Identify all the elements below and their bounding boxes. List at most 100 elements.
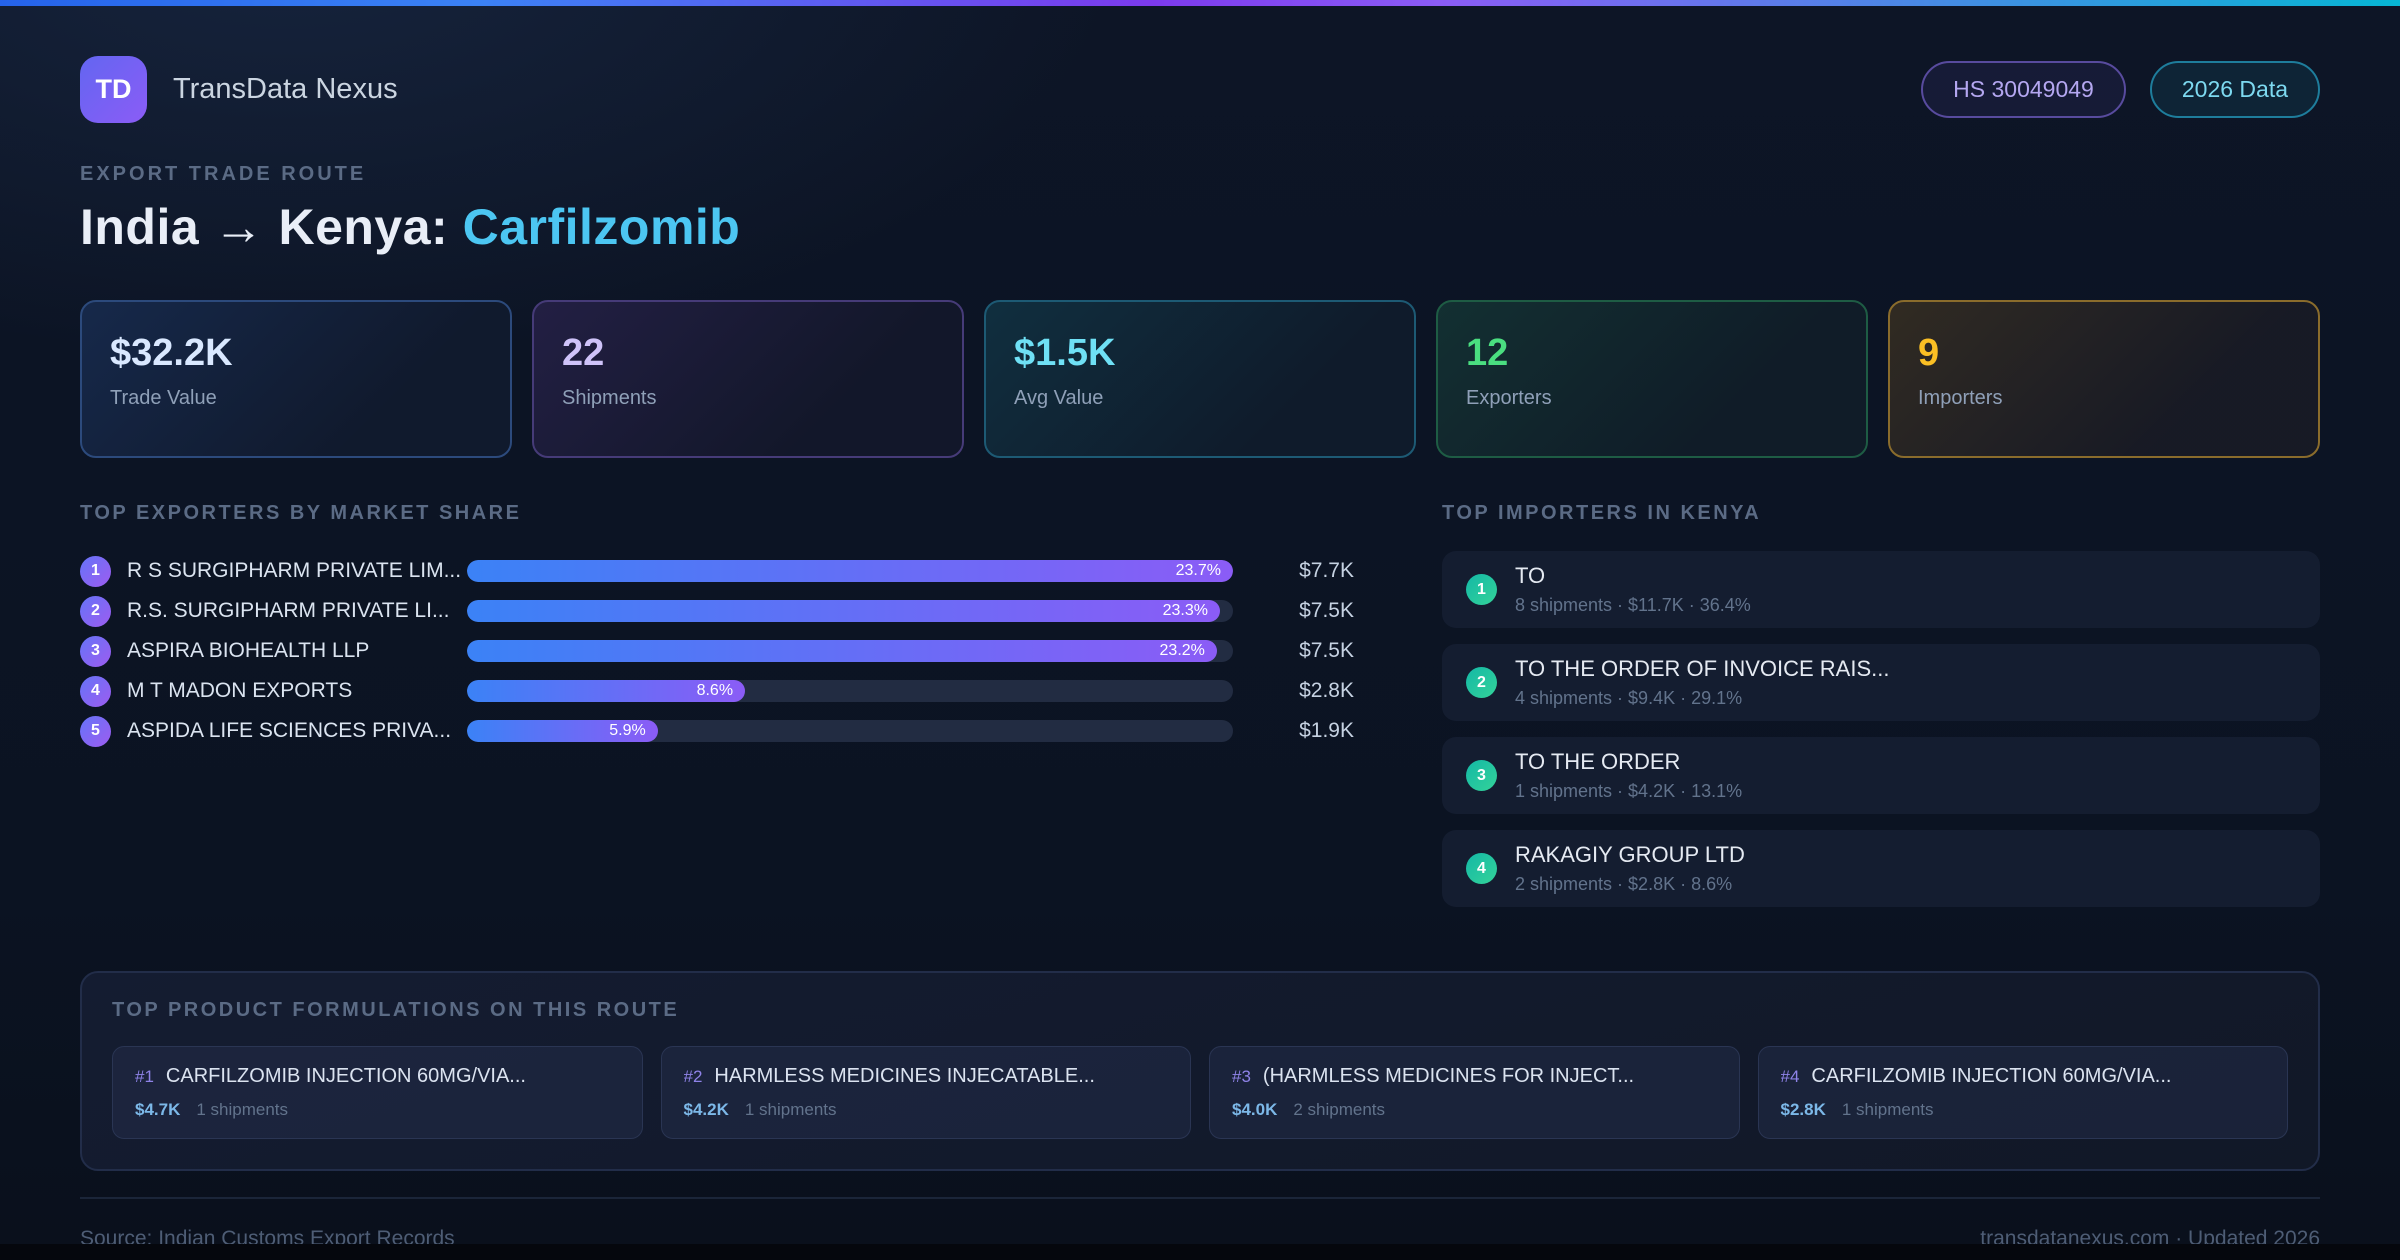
stat-label: Exporters (1466, 387, 1552, 409)
stat-label: Avg Value (1014, 387, 1104, 409)
title-route: India → Kenya: (80, 199, 449, 255)
product-value: $4.2K (683, 1100, 729, 1119)
market-share-fill: 8.6% (467, 680, 746, 702)
data-year-badge[interactable]: 2026 Data (2149, 61, 2320, 118)
product-rank: #1 (135, 1067, 154, 1086)
stat-card-importers: 9 Importers (1888, 300, 2320, 458)
stat-value: 12 (1466, 332, 1509, 374)
dashboard-page: TD TransData Nexus HS 30049049 2026 Data… (0, 56, 2400, 1251)
importer-meta: 2 shipments · $2.8K · 8.6% (1515, 874, 1733, 894)
exporter-row[interactable]: 1 R S SURGIPHARM PRIVATE LIM... 23.7% $7… (80, 551, 1354, 591)
market-share-fill: 23.7% (467, 560, 1233, 582)
product-card[interactable]: #1 CARFILZOMIB INJECTION 60MG/VIA... $4.7… (112, 1046, 643, 1139)
stat-value: $1.5K (1014, 332, 1116, 374)
importer-card[interactable]: 2 TO THE ORDER OF INVOICE RAIS... 4 ship… (1442, 644, 2320, 721)
stat-value: $32.2K (110, 332, 233, 374)
product-title: #2 HARMLESS MEDICINES INJECATABLE... (684, 1065, 1169, 1088)
market-share-bar: 8.6% (467, 680, 1233, 702)
importer-meta: 4 shipments · $9.4K · 29.1% (1515, 688, 1743, 708)
importer-name: TO (1515, 563, 1546, 588)
stat-label: Importers (1918, 387, 2003, 409)
exporters-panel: TOP EXPORTERS BY MARKET SHARE 1 R S SURG… (80, 502, 1354, 751)
market-share-bar: 23.2% (467, 640, 1233, 662)
product-name: HARMLESS MEDICINES INJECATABLE... (714, 1065, 1095, 1087)
market-share-percent: 8.6% (696, 682, 734, 699)
product-value: $2.8K (1780, 1100, 1826, 1119)
eyebrow-label: EXPORT TRADE ROUTE (80, 163, 367, 185)
header-badges: HS 30049049 2026 Data (1921, 61, 2320, 118)
stat-card-exporters: 12 Exporters (1436, 300, 1868, 458)
product-title: #4 CARFILZOMIB INJECTION 60MG/VIA... (1781, 1065, 2266, 1088)
stat-value: 22 (562, 332, 605, 374)
importer-name: RAKAGIY GROUP LTD (1515, 842, 1745, 867)
product-card[interactable]: #4 CARFILZOMIB INJECTION 60MG/VIA... $2.8… (1757, 1046, 2288, 1139)
exporter-name: R.S. SURGIPHARM PRIVATE LI... (127, 599, 450, 622)
market-share-bar: 23.7% (467, 560, 1233, 582)
rank-badge: 5 (80, 715, 111, 747)
product-value: $4.7K (135, 1100, 181, 1119)
accent-topbar (0, 0, 2400, 6)
importer-card[interactable]: 4 RAKAGIY GROUP LTD 2 shipments · $2.8K … (1442, 830, 2320, 907)
exporter-name: ASPIDA LIFE SCIENCES PRIVA... (127, 719, 452, 742)
importers-heading: TOP IMPORTERS IN KENYA (1442, 502, 1762, 524)
market-share-bar: 5.9% (467, 720, 1233, 742)
product-meta: 2 shipments (1293, 1100, 1386, 1119)
product-name: CARFILZOMIB INJECTION 60MG/VIA... (1811, 1065, 2172, 1087)
product-name: (HARMLESS MEDICINES FOR INJECT... (1262, 1065, 1635, 1087)
exporter-row[interactable]: 4 M T MADON EXPORTS 8.6% $2.8K (80, 671, 1354, 711)
product-rank: #3 (1232, 1067, 1251, 1086)
importer-meta: 1 shipments · $4.2K · 13.1% (1515, 781, 1743, 801)
products-panel: TOP PRODUCT FORMULATIONS ON THIS ROUTE #… (80, 971, 2320, 1171)
app-name: TransData Nexus (173, 73, 398, 105)
stat-card-avg-value: $1.5K Avg Value (984, 300, 1416, 458)
stat-value: 9 (1918, 332, 1940, 374)
market-share-fill: 23.3% (467, 600, 1220, 622)
stat-label: Shipments (562, 387, 657, 409)
exporter-row[interactable]: 3 ASPIRA BIOHEALTH LLP 23.2% $7.5K (80, 631, 1354, 671)
exporter-row[interactable]: 2 R.S. SURGIPHARM PRIVATE LI... 23.3% $7… (80, 591, 1354, 631)
market-share-percent: 23.2% (1159, 642, 1205, 659)
product-rank: #4 (1780, 1067, 1800, 1086)
product-stats: $4.2K 1 shipments (684, 1100, 1169, 1120)
product-value: $4.0K (1232, 1100, 1278, 1119)
market-share-bar: 23.3% (467, 600, 1233, 622)
product-title: #1 CARFILZOMIB INJECTION 60MG/VIA... (135, 1065, 620, 1088)
product-stats: $4.0K 2 shipments (1232, 1100, 1717, 1120)
app-logo: TD (80, 56, 147, 123)
importer-card[interactable]: 3 TO THE ORDER 1 shipments · $4.2K · 13.… (1442, 737, 2320, 814)
market-share-percent: 23.7% (1175, 562, 1221, 579)
page-footer: Source: Indian Customs Export Records tr… (80, 1197, 2320, 1251)
page-title: India → Kenya: Carfilzomib (80, 198, 2320, 256)
rank-badge: 2 (80, 595, 111, 627)
importer-card[interactable]: 1 TO 8 shipments · $11.7K · 36.4% (1442, 551, 2320, 628)
rank-badge: 4 (80, 675, 111, 707)
exporter-name: M T MADON EXPORTS (127, 679, 353, 702)
rank-badge: 4 (1466, 853, 1497, 884)
exporters-heading: TOP EXPORTERS BY MARKET SHARE (80, 502, 522, 524)
product-rank: #2 (683, 1067, 703, 1086)
product-stats: $4.7K 1 shipments (135, 1100, 620, 1120)
rank-badge: 3 (1466, 760, 1497, 791)
stat-card-shipments: 22 Shipments (532, 300, 964, 458)
exporter-value: $7.7K (1299, 559, 1354, 582)
exporter-name: ASPIRA BIOHEALTH LLP (127, 639, 370, 662)
product-name: CARFILZOMIB INJECTION 60MG/VIA... (165, 1065, 526, 1087)
exporter-row[interactable]: 5 ASPIDA LIFE SCIENCES PRIVA... 5.9% $1.… (80, 711, 1354, 751)
hs-code-badge[interactable]: HS 30049049 (1921, 61, 2126, 118)
product-card[interactable]: #3 (HARMLESS MEDICINES FOR INJECT... $4.0… (1209, 1046, 1740, 1139)
rank-badge: 3 (80, 635, 111, 667)
market-share-percent: 5.9% (609, 722, 646, 739)
bottom-strip (0, 1244, 2400, 1260)
products-heading: TOP PRODUCT FORMULATIONS ON THIS ROUTE (112, 999, 680, 1021)
exporter-value: $1.9K (1299, 719, 1354, 742)
title-product: Carfilzomib (462, 199, 741, 255)
importer-name: TO THE ORDER OF INVOICE RAIS... (1515, 656, 1890, 681)
rank-badge: 1 (1466, 574, 1497, 605)
rank-badge: 1 (80, 555, 111, 587)
importer-name: TO THE ORDER (1515, 749, 1681, 774)
product-meta: 1 shipments (1841, 1100, 1934, 1119)
stat-cards-row: $32.2K Trade Value 22 Shipments $1.5K Av… (80, 300, 2320, 458)
product-card[interactable]: #2 HARMLESS MEDICINES INJECATABLE... $4.2… (660, 1046, 1191, 1139)
product-meta: 1 shipments (744, 1100, 837, 1119)
market-share-fill: 5.9% (467, 720, 658, 742)
